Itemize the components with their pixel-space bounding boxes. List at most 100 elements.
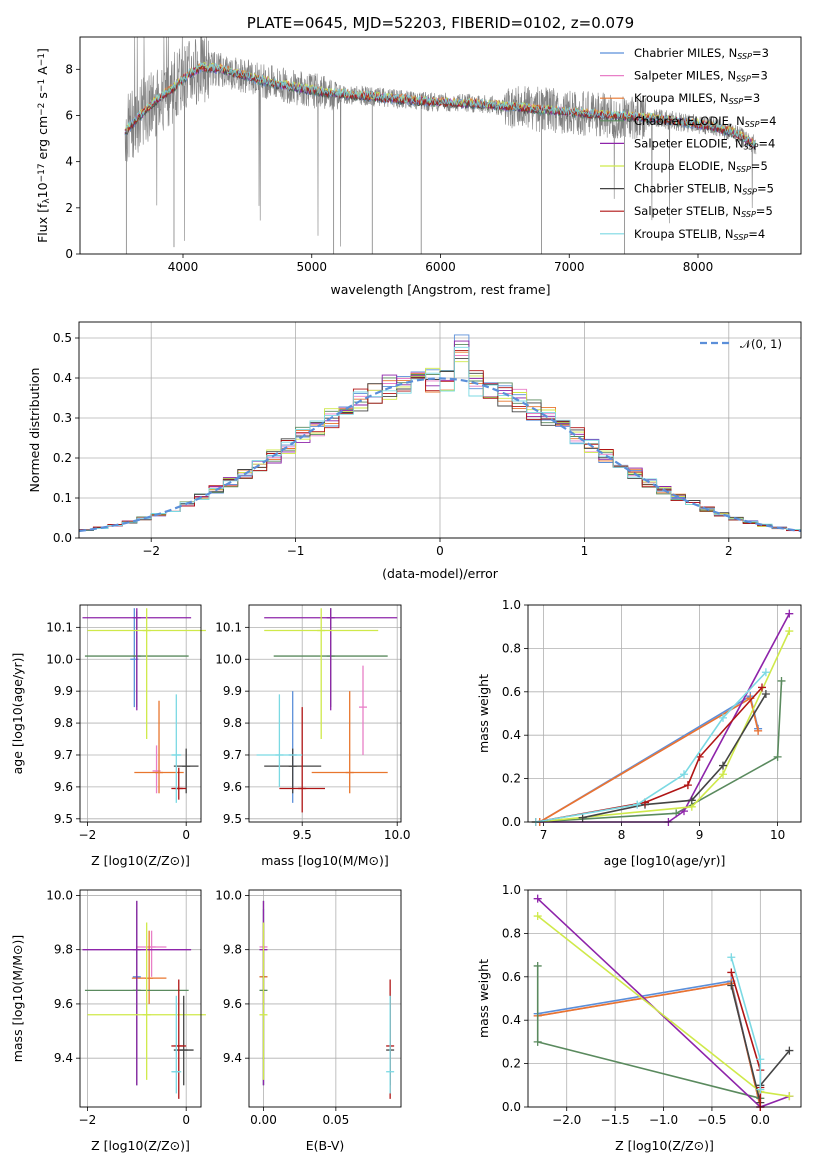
series-marker [761,689,770,698]
y-tick-label: 10.1 [46,620,73,634]
y-tick-label: 9.8 [223,716,242,730]
x-tick-label: −2 [142,544,160,558]
axes-age_vs_mass: 9.5 10.0 9.5 9.6 9.7 9.8 9.9 10.0 10.1 [215,605,411,842]
x-tick-label: −1.5 [601,1113,630,1127]
x-axis-label: Z [log10(Z/Z⊙)] [615,1138,714,1153]
normal-curve [78,377,802,533]
legend-nssp: 5 [767,182,774,196]
series-kroupa_miles [535,694,763,826]
y-tick-label: 9.6 [223,997,242,1011]
axes-spectrum: 4000 5000 6000 7000 8000 0 2 4 6 8 [65,62,713,274]
series-marker [785,1046,794,1055]
series-line [536,966,761,1100]
legend-sep: , N [720,69,736,83]
y-tick-label: 0.3 [53,411,72,425]
lines-massweight_vs_age [531,609,794,826]
ticks-massweight_vs_age: 7 8 9 10 0.0 0.2 0.4 0.6 0.8 1.0 [502,598,785,842]
series-marker [578,813,587,822]
y-axis-label: mass weight [476,959,491,1038]
legend-nssp: 5 [760,159,767,173]
x-tick-label: 9 [696,828,704,842]
legend-sub: SSP [734,233,749,242]
y-axis-label: Flux [fλ10−17 erg cm−2 s−1 A−1] [35,48,52,243]
legend-sep: , N [729,114,745,128]
y-tick-label: 0.6 [502,970,521,984]
series-marker [680,807,688,816]
x-tick-label: 7000 [554,260,585,274]
legend-series-name: Kroupa STELIB [634,227,718,241]
series-salpeter_miles [535,694,763,826]
y-axis-label: mass [log10(M/M⊙)] [10,935,25,1063]
x-axis-label: (data-model)/error [382,566,499,581]
x-axis-label: Z [log10(Z/Z⊙)] [91,853,190,868]
series-line [535,680,783,823]
legend-eq: = [743,91,753,105]
y-tick-label: 2 [65,201,73,215]
series-marker [687,796,696,805]
x-tick-label: 6000 [425,260,456,274]
x-tick-label: 9.5 [293,828,312,842]
legend-sub: SSP [742,188,757,197]
y-axis-label-part: −1 [37,53,47,66]
y-tick-label: 10.0 [215,652,242,666]
y-axis-label: age [log10(age/yr)] [10,653,25,775]
y-axis-label: Normed distribution [27,368,42,493]
x-tick-label: 0.05 [322,1113,349,1127]
x-tick-label: 10.0 [384,828,411,842]
legend-series-name: Salpeter ELODIE [634,136,728,150]
y-tick-label: 9.8 [54,716,73,730]
x-tick-label: −1.0 [649,1113,678,1127]
legend-sub: SSP [736,75,751,84]
series-marker [633,800,642,809]
y-tick-label: 9.9 [54,684,73,698]
legend-entry: Kroupa MILES, NSSP=3 [634,91,760,106]
errorbar-kroupa_miles [134,700,184,794]
ticks-mass_vs_Z: −2 0 9.4 9.6 9.8 10.0 [46,888,190,1127]
x-axis-label: mass [log10(M/M⊙)] [261,853,389,868]
y-axis-label-part: erg cm [35,116,50,164]
massweight_vs_age-frame [527,604,802,823]
errorbar-kroupa_stelib [386,995,395,1094]
y-tick-label: 0.2 [53,451,72,465]
y-tick-label: 8 [65,62,73,76]
y-tick-label: 10.0 [46,652,73,666]
y-tick-label: 0.2 [502,772,521,786]
legend-sep: , N [713,91,729,105]
legend-nssp: 3 [762,46,769,60]
legend-eq: = [756,204,766,218]
y-tick-label: 9.7 [223,748,242,762]
legend-sub: SSP [736,165,751,174]
x-tick-label: 0 [182,828,190,842]
y-tick-label: 0.6 [502,685,521,699]
figure-title: PLATE=0645, MJD=52203, FIBERID=0102, z=0… [247,14,634,32]
legend-series-name: Salpeter MILES [634,69,720,83]
x-tick-label: 0.0 [751,1113,770,1127]
series-marker [533,961,542,970]
legend-nssp: 5 [765,204,772,218]
y-tick-label: 0.8 [502,926,521,940]
y-axis-label: mass weight [476,674,491,753]
y-axis-label-part: Flux [f [35,203,50,243]
legend-sep: , N [725,204,741,218]
y-tick-label: 9.8 [54,943,73,957]
y-axis-label-part: λ [42,198,52,204]
series-marker [719,713,727,722]
series-marker [756,1085,765,1094]
legend-eq: = [748,227,758,241]
legend-sep: , N [718,227,734,241]
axes-massweight_vs_age: 7 8 9 10 0.0 0.2 0.4 0.6 0.8 1.0 [502,598,801,842]
y-tick-label: 1.0 [502,598,521,612]
legend-sub: SSP [741,210,756,219]
legend-entry: Salpeter STELIB, NSSP=5 [634,204,773,219]
errorbars-mass_vs_ebv [259,900,395,1099]
ticks-age_vs_mass: 9.5 10.0 9.5 9.6 9.7 9.8 9.9 10.0 10.1 [215,620,410,842]
errorbar-kroupa_stelib [256,694,303,787]
series-marker [773,752,782,761]
ticks-mass_vs_ebv: 0.00 0.05 9.4 9.6 9.8 10.0 [215,888,349,1127]
y-tick-label: 0.4 [502,1013,521,1027]
legend-sep: , N [728,136,744,150]
y-axis-label-part: −17 [37,163,47,182]
legend-sub: SSP [745,120,760,129]
errorbar-chabrier_stelib [264,748,322,794]
